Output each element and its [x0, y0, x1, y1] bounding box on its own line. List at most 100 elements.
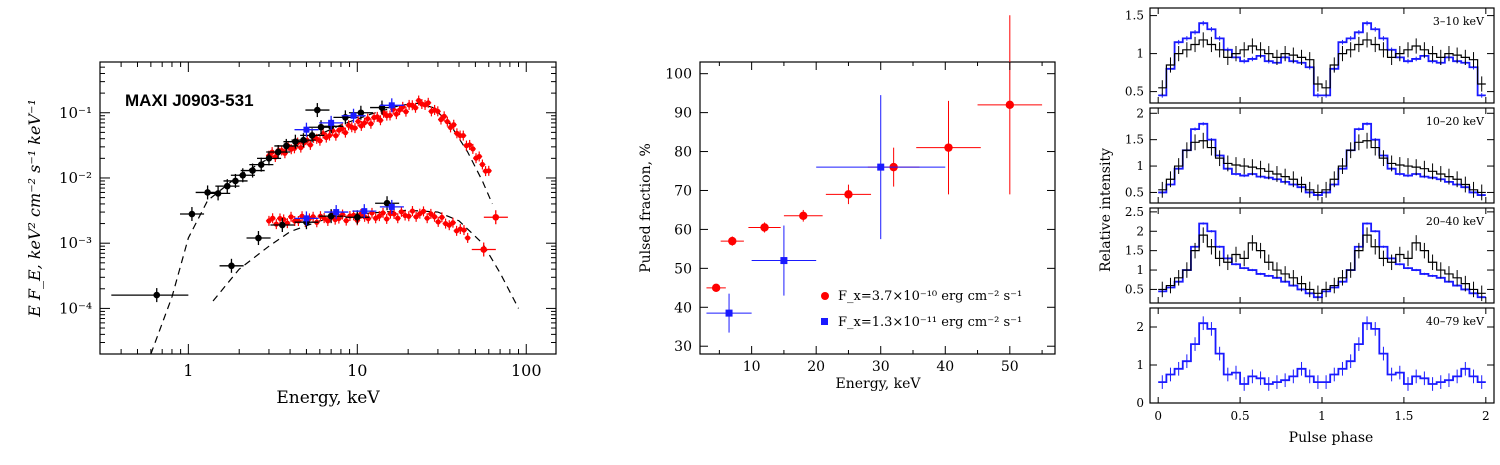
spectrum-series-1-point-1 [255, 234, 262, 242]
spectrum-red-upper-point-40 [393, 111, 399, 117]
spectrum-series-0-point-11 [282, 142, 290, 150]
pulse-profile-xtick-label: 1 [1318, 409, 1326, 423]
spectrum-axes: 1 10 100 10⁻⁴ 10⁻³ 10⁻² 10⁻¹ [59, 62, 556, 380]
spectrum-red-upper-point-23 [339, 125, 345, 132]
spectrum-red-upper-point-10 [298, 145, 304, 151]
spectrum-red-upper-point-19 [326, 132, 333, 139]
pulse-profile-1: 10–20 keV 0.5 1 1.5 2 [1125, 106, 1495, 204]
spectrum-red-lower-point-43 [424, 215, 430, 221]
pf-series-1-point-2 [877, 163, 885, 171]
spectrum-red-upper-point-58 [451, 122, 457, 128]
spectrum-red-lower-point-31 [380, 210, 386, 216]
pf-ytick-label: 90 [674, 106, 692, 122]
pulse-profile-1-black [1158, 140, 1486, 194]
pf-series-0-point-6 [944, 143, 953, 152]
spectrum-series-3-point-3 [388, 102, 395, 109]
spectrum-red-upper-point-21 [333, 133, 339, 139]
spectrum-red-lower-point-47 [439, 214, 445, 220]
spectrum-series-3-point-0 [303, 126, 310, 133]
pf-series-0-point-4 [844, 190, 853, 199]
legend-label-blue: F_x=1.3×10⁻¹¹ erg cm⁻² s⁻¹ [838, 315, 1022, 330]
pf-series-1-point-0 [725, 309, 733, 317]
pf-series-0-point-1 [728, 236, 737, 246]
spectrum-red-lower-point-35 [395, 215, 401, 221]
pulse-profile-ytick-label: 0.5 [1125, 282, 1144, 296]
spectrum-series-0-point-15 [317, 123, 325, 131]
spectrum-red-lower-point-50 [450, 220, 456, 226]
pf-ytick-label: 80 [674, 145, 692, 161]
pf-xtick-label: 40 [936, 359, 954, 375]
pulse-profile-3-blue [1158, 322, 1486, 385]
pf-xtick-label: 20 [807, 359, 825, 375]
pulse-profile-x-label: Pulse phase [1289, 430, 1374, 446]
pulsed-fraction-x-label: Energy, keV [835, 376, 921, 392]
spectrum-series-0-point-4 [223, 182, 231, 190]
pulse-profile-energy-label: 3–10 keV [1433, 15, 1485, 28]
spectrum-series-2-point-0 [480, 246, 488, 253]
spectrum-red-lower-point-8 [295, 218, 301, 224]
pulse-profile-ytick-label: 2 [1136, 224, 1144, 238]
spectrum-red-upper-point-28 [355, 118, 361, 125]
pf-ytick-label: 50 [674, 261, 692, 277]
spectrum-red-upper-point-53 [435, 108, 441, 114]
pulsed-fraction-panel: 10 20 30 40 50 30 40 50 60 70 80 90 100 F_x=3.7×10⁻¹… [638, 15, 1056, 392]
pf-ytick-label: 40 [674, 300, 692, 316]
spectrum-red-lower-point-45 [431, 214, 438, 220]
pulsed-fraction-frame [699, 61, 1056, 355]
spectrum-red-lower-point-34 [391, 211, 397, 217]
spectrum-series-1-point-5 [353, 213, 361, 221]
pulse-profile-0: 3–10 keV 0.5 1 1.5 [1125, 7, 1495, 104]
pf-series-0-point-2 [760, 223, 769, 232]
spectrum-series-3-point-7 [388, 203, 395, 210]
pulse-profile-xtick-label: 0.5 [1231, 409, 1250, 423]
pulse-profile-ytick-label: 1 [1136, 358, 1144, 372]
pf-xtick-label: 10 [743, 359, 761, 375]
pulse-profile-0-blue [1158, 22, 1486, 97]
pulse-profile-ytick-label: 1.5 [1125, 9, 1144, 23]
spectrum-series-0-point-3 [214, 190, 222, 197]
spectrum-red-upper-point-46 [412, 105, 419, 111]
pulse-profile-ytick-label: 2 [1136, 106, 1144, 120]
pf-series-0-point-0 [711, 283, 721, 293]
pulse-profile-y-label: Relative intensity [1098, 148, 1114, 272]
spectrum-series-0-point-20 [314, 106, 321, 114]
spectrum-series-3-point-5 [333, 209, 340, 216]
spectrum-red-lower-point-46 [435, 219, 441, 225]
spectrum-red-upper-point-54 [438, 116, 444, 123]
spectrum-red-lower-point-2 [273, 221, 279, 227]
pulse-profile-2-black [1158, 234, 1486, 294]
spectrum-red-upper-point-47 [416, 97, 422, 104]
spectrum-red-lower-point-54 [465, 235, 471, 241]
pulse-profile-ytick-label: 1 [1136, 47, 1144, 61]
spectrum-series-3-point-1 [328, 119, 335, 126]
spectrum-red-lower-point-53 [461, 227, 467, 233]
spectrum-ytick-label: 10⁻¹ [59, 104, 92, 122]
pulse-profile-energy-label: 10–20 keV [1426, 115, 1485, 128]
spectrum-series-1-point-0 [228, 262, 235, 270]
spectrum-red-upper-point-31 [365, 116, 371, 122]
spectrum-red-upper-point-43 [403, 109, 409, 115]
spectrum-red-upper-point-32 [368, 121, 374, 127]
spectrum-red-lower-point-0 [266, 218, 272, 224]
pulsed-fraction-legend: F_x=3.7×10⁻¹⁰ erg cm⁻² s⁻¹ F_x=1.3×10⁻¹¹… [821, 289, 1022, 330]
spectrum-red-upper-point-66 [476, 153, 482, 160]
spectrum-title: MAXI J0903-531 [125, 91, 254, 110]
spectrum-red-upper-point-34 [374, 114, 380, 120]
pulse-profile-ytick-label: 0.5 [1125, 85, 1144, 99]
spectrum-series-3-point-6 [361, 208, 368, 215]
spectrum-ytick-label: 10⁻⁴ [59, 299, 92, 317]
spectrum-red-upper-point-35 [377, 117, 384, 123]
spectrum-y-label: E F_E, keV² cm⁻² s⁻¹ keV⁻¹ [25, 99, 44, 318]
pf-ytick-label: 70 [674, 183, 692, 199]
spectrum-xtick-label: 100 [511, 361, 542, 380]
spectrum-series-0-point-12 [292, 138, 299, 145]
pf-xtick-label: 30 [872, 359, 890, 375]
spectrum-red-lower-point-15 [321, 215, 327, 221]
spectrum-series-0-point-14 [308, 132, 316, 139]
pulse-profile-ytick-label: 0.5 [1125, 185, 1144, 199]
spectrum-series-0-point-13 [300, 136, 307, 144]
spectrum-red-upper-point-13 [307, 142, 313, 148]
spectrum-red-upper-point-27 [352, 125, 358, 131]
spectrum-series-0-point-5 [232, 177, 239, 185]
spectrum-red-lower-point-49 [446, 222, 452, 228]
